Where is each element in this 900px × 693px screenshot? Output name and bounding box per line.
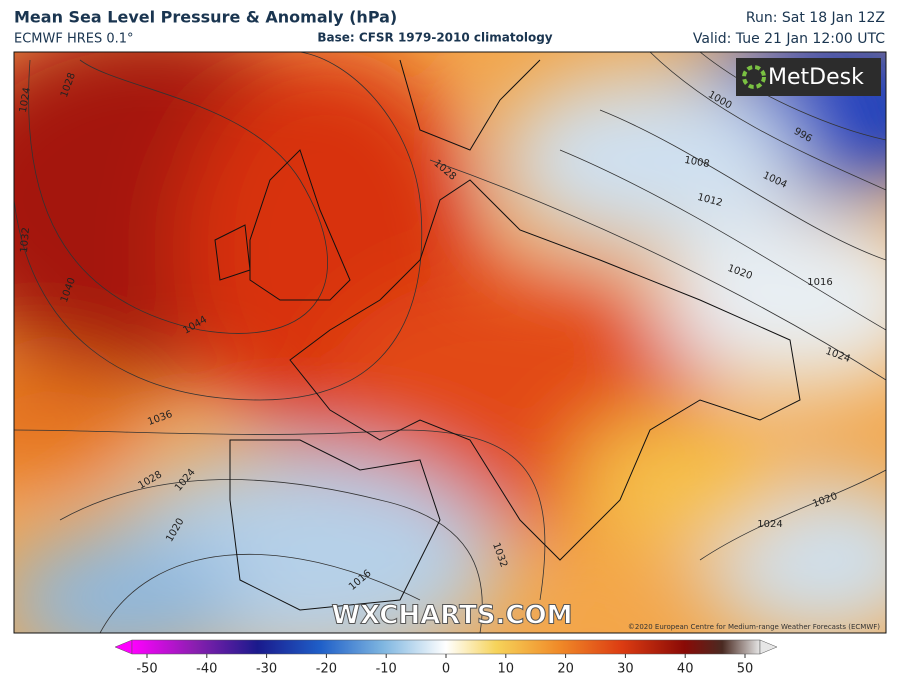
logo-icon [742, 65, 766, 89]
colorbar-arrow-low [114, 639, 133, 655]
colorbar-arrow-high [759, 639, 778, 655]
run: Run: Sat 18 Jan 12Z [746, 10, 885, 26]
watermark: WXCHARTS.COM [331, 601, 572, 631]
colorbar-tick-label: 10 [498, 662, 515, 677]
colorbar-tick-label: 20 [557, 662, 574, 677]
colorbar-tick-label: 0 [442, 662, 450, 677]
logo-box [736, 58, 881, 96]
copyright: ©2020 European Centre for Medium-range W… [628, 623, 880, 631]
colorbar-tick-label: -50 [136, 662, 157, 677]
map [14, 52, 886, 633]
title: Mean Sea Level Pressure & Anomaly (hPa) [14, 8, 397, 27]
coastlines [214, 59, 801, 611]
colorbar-tick-label: -30 [256, 662, 277, 677]
colorbar-tick-label: 50 [737, 662, 754, 677]
isobar-label: 1016 [807, 277, 832, 288]
colorbar: -50 -40 -30 -20 -10 0 10 20 30 40 50 [114, 639, 778, 677]
valid: Valid: Tue 21 Jan 12:00 UTC [693, 31, 885, 47]
colorbar-tick-label: -10 [376, 662, 397, 677]
logo: MetDesk [768, 65, 864, 90]
isobars [14, 52, 886, 633]
isobar-label: 1032 [19, 227, 32, 253]
colorbar-tick-label: -40 [196, 662, 217, 677]
colorbar-tick-label: 40 [677, 662, 694, 677]
colorbar-tick-label: -20 [316, 662, 337, 677]
map-frame [13, 51, 887, 634]
isobar-label: 1008 [683, 155, 710, 170]
colorbar-tick-label: 30 [617, 662, 634, 677]
base: Base: CFSR 1979-2010 climatology [317, 31, 552, 45]
colorbar-bar [131, 639, 761, 655]
isobar-label: 1024 [18, 87, 33, 114]
isobar-label: 1024 [757, 519, 782, 530]
model: ECMWF HRES 0.1° [14, 32, 134, 47]
